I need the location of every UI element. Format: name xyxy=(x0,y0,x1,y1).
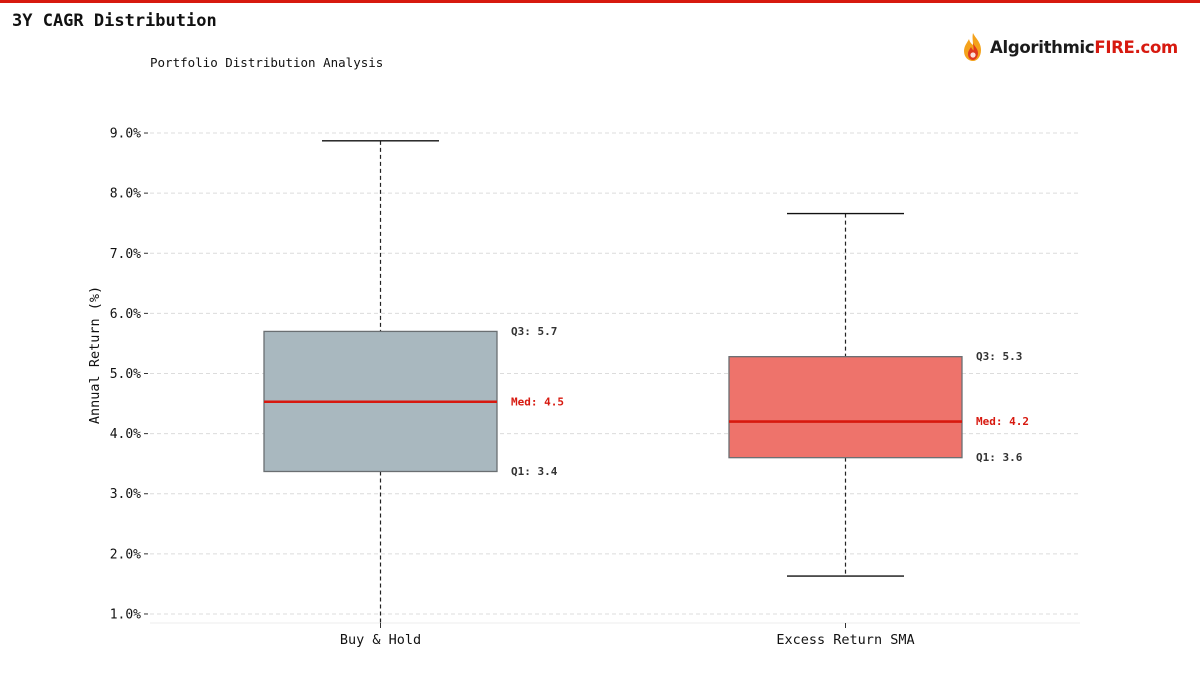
brand-name-accent: FIRE.com xyxy=(1094,37,1178,57)
y-axis-label: Annual Return (%) xyxy=(87,286,103,424)
box-0: Q3: 5.7 Med: 4.5 Q1: 3.4 xyxy=(263,140,564,623)
y-tick-label: 4.0% xyxy=(110,427,141,442)
y-tick-label: 5.0% xyxy=(110,367,141,382)
q1-label: Q1: 3.6 xyxy=(976,451,1023,464)
x-tick-label: Excess Return SMA xyxy=(776,632,914,648)
y-tick-label: 3.0% xyxy=(110,487,141,502)
top-accent-rule xyxy=(0,0,1200,3)
box-1: Q3: 5.3 Med: 4.2 Q1: 3.6 xyxy=(728,212,1029,577)
page-title: 3Y CAGR Distribution xyxy=(12,11,217,31)
q3-label: Q3: 5.7 xyxy=(511,325,557,338)
flame-icon xyxy=(964,33,981,61)
y-tick-label: 9.0% xyxy=(110,127,141,142)
y-tick-label: 8.0% xyxy=(110,187,141,202)
y-tick-label: 1.0% xyxy=(110,607,141,622)
q1-label: Q1: 3.4 xyxy=(511,465,558,478)
brand-logo: AlgorithmicFIRE.com xyxy=(960,30,1178,64)
y-tick-label: 7.0% xyxy=(110,247,141,262)
median-label: Med: 4.2 xyxy=(976,415,1029,428)
chart-subtitle: Portfolio Distribution Analysis xyxy=(150,55,383,70)
brand-name-dark: Algorithmic xyxy=(990,37,1095,57)
x-axis: Buy & Hold Excess Return SMA xyxy=(150,622,1080,648)
iqr-box xyxy=(728,356,963,459)
brand-name: AlgorithmicFIRE.com xyxy=(990,38,1178,57)
boxes: Q3: 5.7 Med: 4.5 Q1: 3.4 Q3: 5.3 Med: 4.2 Q1:… xyxy=(263,140,1029,623)
q3-label: Q3: 5.3 xyxy=(976,350,1022,363)
median-label: Med: 4.5 xyxy=(511,395,564,408)
y-tick-label: 2.0% xyxy=(110,547,141,562)
y-axis: 1.0% 2.0% 3.0% 4.0% 5.0% 6.0% 7.0% 8.0% 9.0% xyxy=(110,127,148,622)
x-tick-label: Buy & Hold xyxy=(340,632,421,648)
y-tick-label: 6.0% xyxy=(110,307,141,322)
